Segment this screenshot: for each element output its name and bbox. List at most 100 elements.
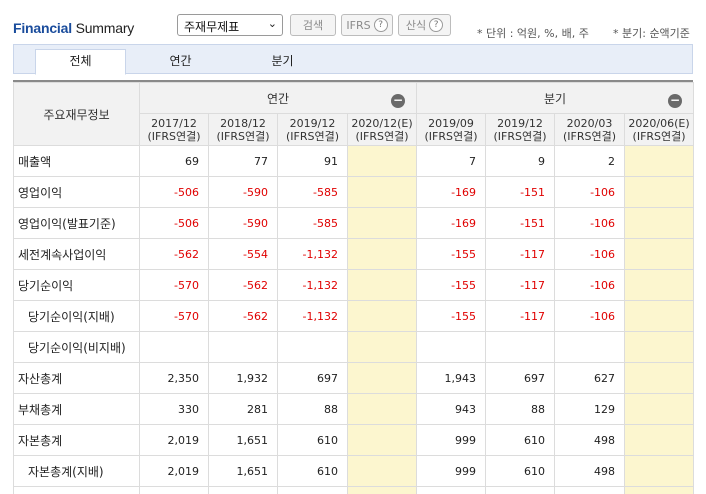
table-cell bbox=[346, 424, 418, 456]
table-cell bbox=[624, 424, 695, 456]
period-date: 2020/06(E) bbox=[628, 116, 690, 130]
table-row bbox=[13, 486, 695, 494]
search-button[interactable]: 검색 bbox=[290, 14, 336, 36]
table-cell: -1,132 bbox=[277, 269, 348, 301]
table-cell: 999 bbox=[416, 424, 487, 456]
table-cell: 999 bbox=[416, 455, 487, 487]
row-label[interactable]: 세전계속사업이익 bbox=[13, 238, 140, 270]
table-row: 영업이익(발표기준) -506 -590 -585 -169 -151 -106 bbox=[13, 207, 695, 239]
table-cell: 9 bbox=[485, 145, 556, 177]
table-cell: -169 bbox=[416, 207, 487, 239]
period-basis: (IFRS연결) bbox=[355, 129, 409, 143]
table-cell: -155 bbox=[416, 269, 487, 301]
row-label[interactable]: 매출액 bbox=[13, 145, 140, 177]
row-label[interactable]: 자본총계 bbox=[13, 424, 140, 456]
table-cell: 2,350 bbox=[139, 362, 209, 394]
table-row: 부채총계 330 281 88 943 88 129 bbox=[13, 393, 695, 425]
table-cell bbox=[624, 362, 695, 394]
table-cell: -117 bbox=[485, 269, 556, 301]
period-date: 2019/12 bbox=[289, 116, 336, 130]
table-cell: 88 bbox=[485, 393, 556, 425]
row-label[interactable]: 영업이익 bbox=[13, 176, 140, 208]
table-cell bbox=[346, 393, 418, 425]
period-basis: (IFRS연결) bbox=[216, 129, 270, 143]
table-cell bbox=[346, 300, 418, 332]
table-cell: -590 bbox=[208, 207, 278, 239]
table-row: 자산총계 2,350 1,932 697 1,943 697 627 bbox=[13, 362, 695, 394]
period-header: 2020/06(E) (IFRS연결) bbox=[624, 113, 695, 146]
table-cell bbox=[346, 486, 418, 494]
collapse-annual-icon[interactable]: − bbox=[391, 93, 406, 108]
row-label[interactable]: 당기순이익(비지배) bbox=[13, 331, 140, 363]
period-header: 2019/12 (IFRS연결) bbox=[485, 113, 556, 146]
table-cell: 69 bbox=[139, 145, 209, 177]
table-cell: -169 bbox=[416, 176, 487, 208]
ifrs-button[interactable]: IFRS ? bbox=[341, 14, 393, 36]
row-label[interactable]: 당기순이익 bbox=[13, 269, 140, 301]
table-cell: 1,943 bbox=[416, 362, 487, 394]
table-cell bbox=[346, 331, 418, 363]
formula-button[interactable]: 산식 ? bbox=[398, 14, 451, 36]
table-cell: -106 bbox=[554, 176, 626, 208]
annual-group-label: 연간 bbox=[266, 91, 290, 106]
period-basis: (IFRS연결) bbox=[493, 129, 547, 143]
row-label[interactable]: 자본총계(지배) bbox=[13, 455, 140, 487]
table-cell: 2,019 bbox=[139, 424, 209, 456]
period-header: 2020/03 (IFRS연결) bbox=[554, 113, 626, 146]
table-cell bbox=[139, 486, 209, 494]
table-cell bbox=[346, 176, 418, 208]
table-cell: -106 bbox=[554, 207, 626, 239]
table-cell: 610 bbox=[485, 455, 556, 487]
table-cell: 627 bbox=[554, 362, 626, 394]
table-cell: -1,132 bbox=[277, 238, 348, 270]
unit-note: * 단위 : 억원, %, 배, 주 bbox=[477, 27, 589, 40]
financial-summary-table: 주요재무정보 연간 − 분기 − 2017/12 (IFRS연결) 2018/12(… bbox=[13, 80, 695, 494]
table-cell: 7 bbox=[416, 145, 487, 177]
period-tab-bar: 전체 연간 분기 bbox=[13, 44, 693, 75]
table-cell: 610 bbox=[277, 424, 348, 456]
table-cell bbox=[139, 331, 209, 363]
row-label[interactable]: 자산총계 bbox=[13, 362, 140, 394]
search-button-label: 검색 bbox=[302, 19, 324, 32]
table-cell: -554 bbox=[208, 238, 278, 270]
table-cell: -1,132 bbox=[277, 300, 348, 332]
row-header-label: 주요재무정보 bbox=[13, 82, 140, 146]
table-row: 당기순이익(비지배) bbox=[13, 331, 695, 363]
table-cell: 1,651 bbox=[208, 455, 278, 487]
row-label[interactable] bbox=[13, 486, 140, 494]
tab-all[interactable]: 전체 bbox=[35, 49, 126, 75]
table-row: 당기순이익 -570 -562 -1,132 -155 -117 -106 bbox=[13, 269, 695, 301]
row-label[interactable]: 당기순이익(지배) bbox=[13, 300, 140, 332]
row-label[interactable]: 영업이익(발표기준) bbox=[13, 207, 140, 239]
statement-type-select[interactable]: 주재무제표 ⌄ bbox=[177, 14, 283, 36]
table-cell: 88 bbox=[277, 393, 348, 425]
period-date: 2019/09 bbox=[428, 116, 474, 130]
row-label[interactable]: 부채총계 bbox=[13, 393, 140, 425]
table-cell: -590 bbox=[208, 176, 278, 208]
table-cell bbox=[624, 145, 695, 177]
table-cell bbox=[624, 300, 695, 332]
table-cell bbox=[346, 362, 418, 394]
table-cell: -570 bbox=[139, 269, 209, 301]
table-cell bbox=[624, 455, 695, 487]
table-cell: 2 bbox=[554, 145, 626, 177]
table-cell: 91 bbox=[277, 145, 348, 177]
table-cell: 498 bbox=[554, 424, 626, 456]
table-cell: 498 bbox=[554, 455, 626, 487]
table-cell bbox=[554, 486, 626, 494]
period-basis: (IFRS연결) bbox=[632, 129, 686, 143]
table-cell bbox=[624, 393, 695, 425]
table-cell bbox=[346, 269, 418, 301]
table-cell: 610 bbox=[485, 424, 556, 456]
table-row: 매출액 69 77 91 7 9 2 bbox=[13, 145, 695, 177]
top-bar: Financial Summary 주재무제표 ⌄ 검색 IFRS ? 산식 ?… bbox=[0, 0, 706, 44]
tab-quarterly[interactable]: 분기 bbox=[271, 54, 294, 68]
table-cell: 129 bbox=[554, 393, 626, 425]
annual-group-header: 연간 − bbox=[138, 82, 418, 114]
tab-annual[interactable]: 연간 bbox=[169, 54, 192, 68]
collapse-quarter-icon[interactable]: − bbox=[668, 93, 683, 108]
quarter-basis-note: * 분기: 순액기준 bbox=[613, 27, 690, 40]
table-cell: -155 bbox=[416, 238, 487, 270]
quarter-group-header: 분기 − bbox=[416, 82, 695, 114]
table-cell bbox=[346, 455, 418, 487]
